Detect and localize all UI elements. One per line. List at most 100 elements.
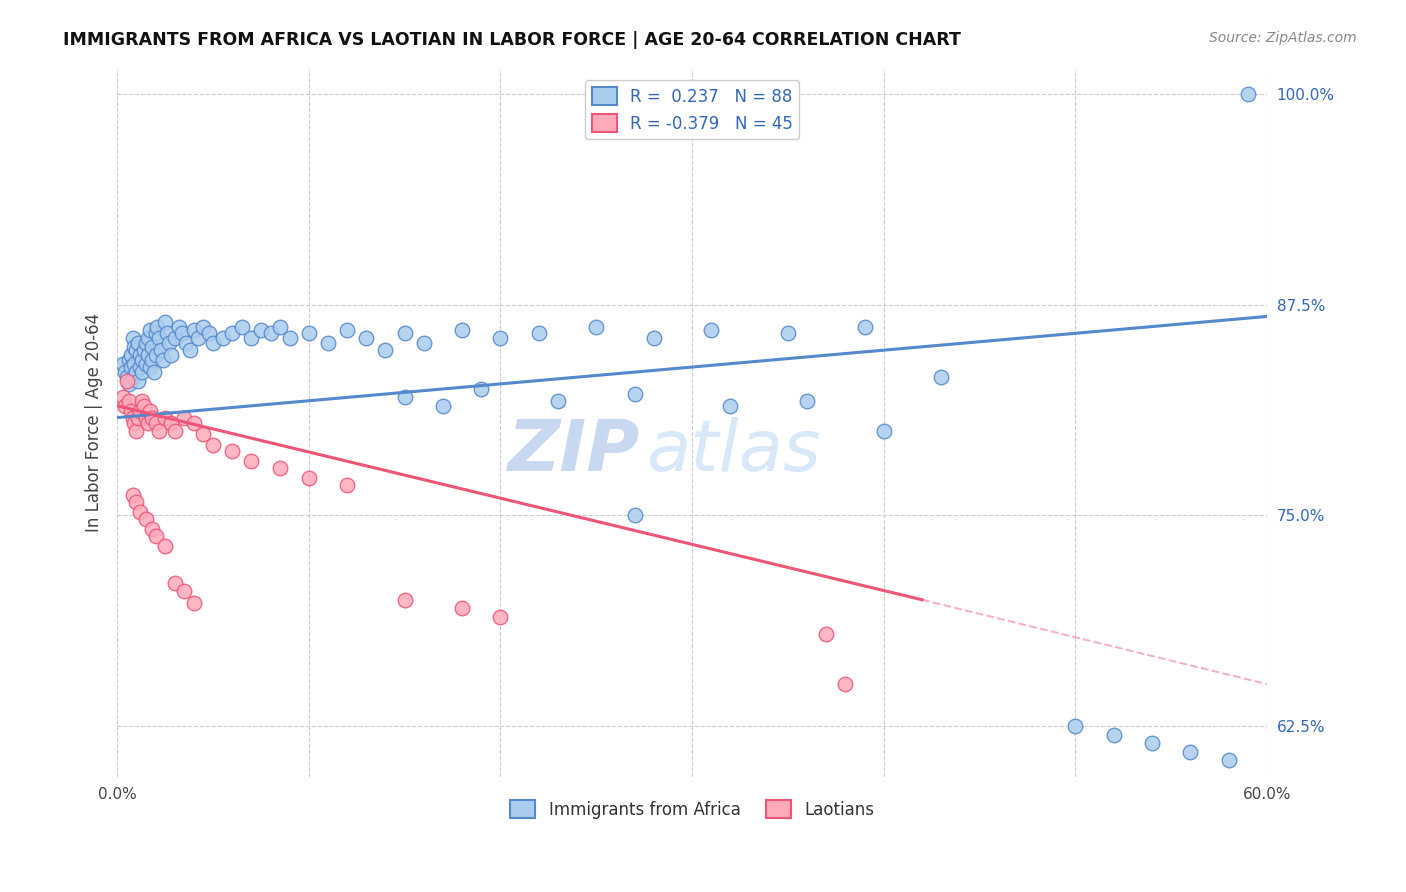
- Legend: Immigrants from Africa, Laotians: Immigrants from Africa, Laotians: [503, 793, 880, 825]
- Point: [160, 348, 183, 362]
- Point: [394, 592, 416, 607]
- Point: [146, 319, 169, 334]
- Point: [153, 539, 176, 553]
- Point: [193, 319, 215, 334]
- Point: [157, 336, 180, 351]
- Point: [356, 331, 378, 345]
- Point: [129, 505, 152, 519]
- Point: [111, 357, 134, 371]
- Point: [156, 326, 179, 341]
- Point: [142, 365, 165, 379]
- Point: [127, 374, 149, 388]
- Point: [125, 365, 148, 379]
- Point: [135, 357, 157, 371]
- Point: [316, 336, 339, 351]
- Point: [129, 348, 152, 362]
- Point: [139, 404, 162, 418]
- Point: [198, 326, 221, 341]
- Point: [211, 331, 233, 345]
- Point: [139, 359, 162, 374]
- Point: [132, 343, 155, 358]
- Point: [124, 357, 146, 371]
- Point: [183, 323, 205, 337]
- Point: [700, 323, 723, 337]
- Text: IMMIGRANTS FROM AFRICA VS LAOTIAN IN LABOR FORCE | AGE 20-64 CORRELATION CHART: IMMIGRANTS FROM AFRICA VS LAOTIAN IN LAB…: [63, 31, 962, 49]
- Point: [193, 427, 215, 442]
- Point: [451, 601, 474, 615]
- Point: [160, 416, 183, 430]
- Point: [853, 319, 876, 334]
- Point: [815, 626, 838, 640]
- Point: [643, 331, 665, 345]
- Point: [152, 353, 174, 368]
- Point: [114, 365, 136, 379]
- Point: [136, 416, 159, 430]
- Point: [150, 343, 173, 358]
- Point: [120, 359, 142, 374]
- Point: [124, 416, 146, 430]
- Point: [129, 404, 152, 418]
- Point: [163, 331, 186, 345]
- Point: [298, 471, 321, 485]
- Point: [118, 353, 141, 368]
- Point: [1237, 87, 1260, 101]
- Point: [240, 454, 263, 468]
- Point: [132, 399, 155, 413]
- Text: Source: ZipAtlas.com: Source: ZipAtlas.com: [1209, 31, 1357, 45]
- Point: [136, 348, 159, 362]
- Point: [547, 393, 569, 408]
- Point: [127, 336, 149, 351]
- Point: [1102, 728, 1125, 742]
- Point: [125, 424, 148, 438]
- Point: [121, 331, 143, 345]
- Point: [432, 399, 454, 413]
- Point: [120, 404, 142, 418]
- Point: [527, 326, 550, 341]
- Point: [374, 343, 396, 358]
- Point: [115, 374, 138, 388]
- Point: [163, 424, 186, 438]
- Point: [298, 326, 321, 341]
- Point: [135, 512, 157, 526]
- Point: [1140, 736, 1163, 750]
- Point: [221, 444, 243, 458]
- Point: [127, 410, 149, 425]
- Point: [173, 584, 195, 599]
- Point: [173, 410, 195, 425]
- Point: [187, 331, 209, 345]
- Point: [776, 326, 799, 341]
- Point: [720, 399, 742, 413]
- Point: [145, 348, 167, 362]
- Point: [121, 370, 143, 384]
- Point: [141, 353, 163, 368]
- Point: [135, 410, 157, 425]
- Point: [585, 319, 607, 334]
- Point: [394, 391, 416, 405]
- Point: [623, 508, 645, 523]
- Point: [412, 336, 434, 351]
- Point: [336, 478, 359, 492]
- Point: [174, 336, 197, 351]
- Point: [118, 393, 141, 408]
- Point: [172, 326, 194, 341]
- Point: [125, 495, 148, 509]
- Point: [202, 336, 225, 351]
- Point: [1180, 745, 1202, 759]
- Point: [125, 343, 148, 358]
- Point: [131, 365, 153, 379]
- Point: [167, 319, 190, 334]
- Point: [145, 529, 167, 543]
- Point: [873, 424, 896, 438]
- Point: [394, 326, 416, 341]
- Point: [148, 424, 170, 438]
- Text: atlas: atlas: [647, 417, 821, 485]
- Point: [135, 336, 157, 351]
- Point: [221, 326, 243, 341]
- Point: [145, 326, 167, 341]
- Point: [121, 410, 143, 425]
- Point: [1218, 753, 1240, 767]
- Point: [796, 393, 818, 408]
- Point: [240, 331, 263, 345]
- Point: [131, 353, 153, 368]
- Point: [489, 609, 512, 624]
